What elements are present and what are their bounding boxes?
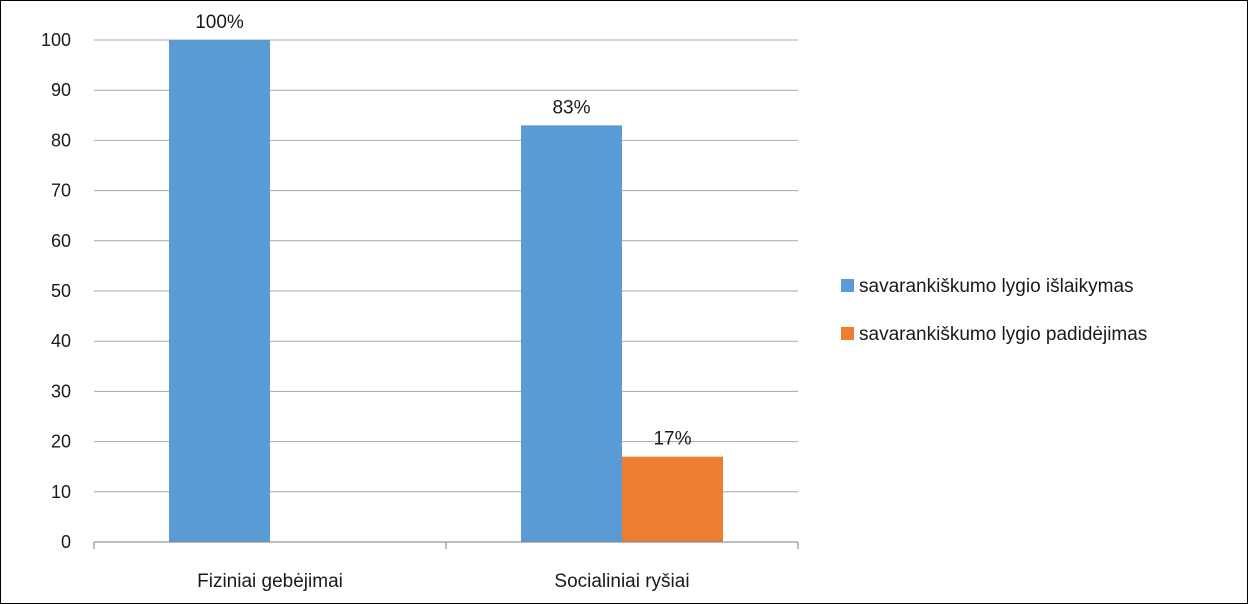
y-tick-label: 90: [51, 80, 71, 100]
y-tick-label: 70: [51, 181, 71, 201]
y-axis-tick-labels: 0 10 20 30 40 50 60 70 80 90 100: [41, 30, 71, 552]
data-label: 83%: [552, 97, 590, 118]
category-labels: Fiziniai gebėjimai Socialiniai ryšiai: [197, 571, 689, 592]
category-label: Socialiniai ryšiai: [554, 571, 689, 592]
bar: [622, 456, 723, 542]
legend-swatch: [841, 279, 854, 292]
y-tick-label: 80: [51, 130, 71, 150]
legend-label: savarankiškumo lygio padidėjimas: [859, 324, 1147, 345]
x-axis: [93, 541, 799, 549]
legend-label: savarankiškumo lygio išlaikymas: [859, 276, 1134, 297]
legend-swatch: [841, 327, 854, 340]
bar: [169, 40, 270, 542]
data-label: 100%: [195, 12, 244, 33]
data-label: 17%: [653, 429, 691, 450]
y-tick-label: 100: [41, 30, 71, 50]
y-tick-label: 30: [51, 381, 71, 401]
y-tick-label: 50: [51, 281, 71, 301]
y-tick-label: 60: [51, 231, 71, 251]
data-labels: 100% 83% 17%: [195, 12, 691, 450]
y-tick-label: 40: [51, 331, 71, 351]
legend: savarankiškumo lygio išlaikymas savaranki…: [841, 276, 1147, 345]
y-tick-label: 0: [61, 532, 71, 552]
y-tick-label: 10: [51, 482, 71, 502]
bars: [169, 40, 723, 542]
bar: [521, 125, 622, 542]
category-label: Fiziniai gebėjimai: [197, 571, 343, 592]
y-tick-label: 20: [51, 432, 71, 452]
